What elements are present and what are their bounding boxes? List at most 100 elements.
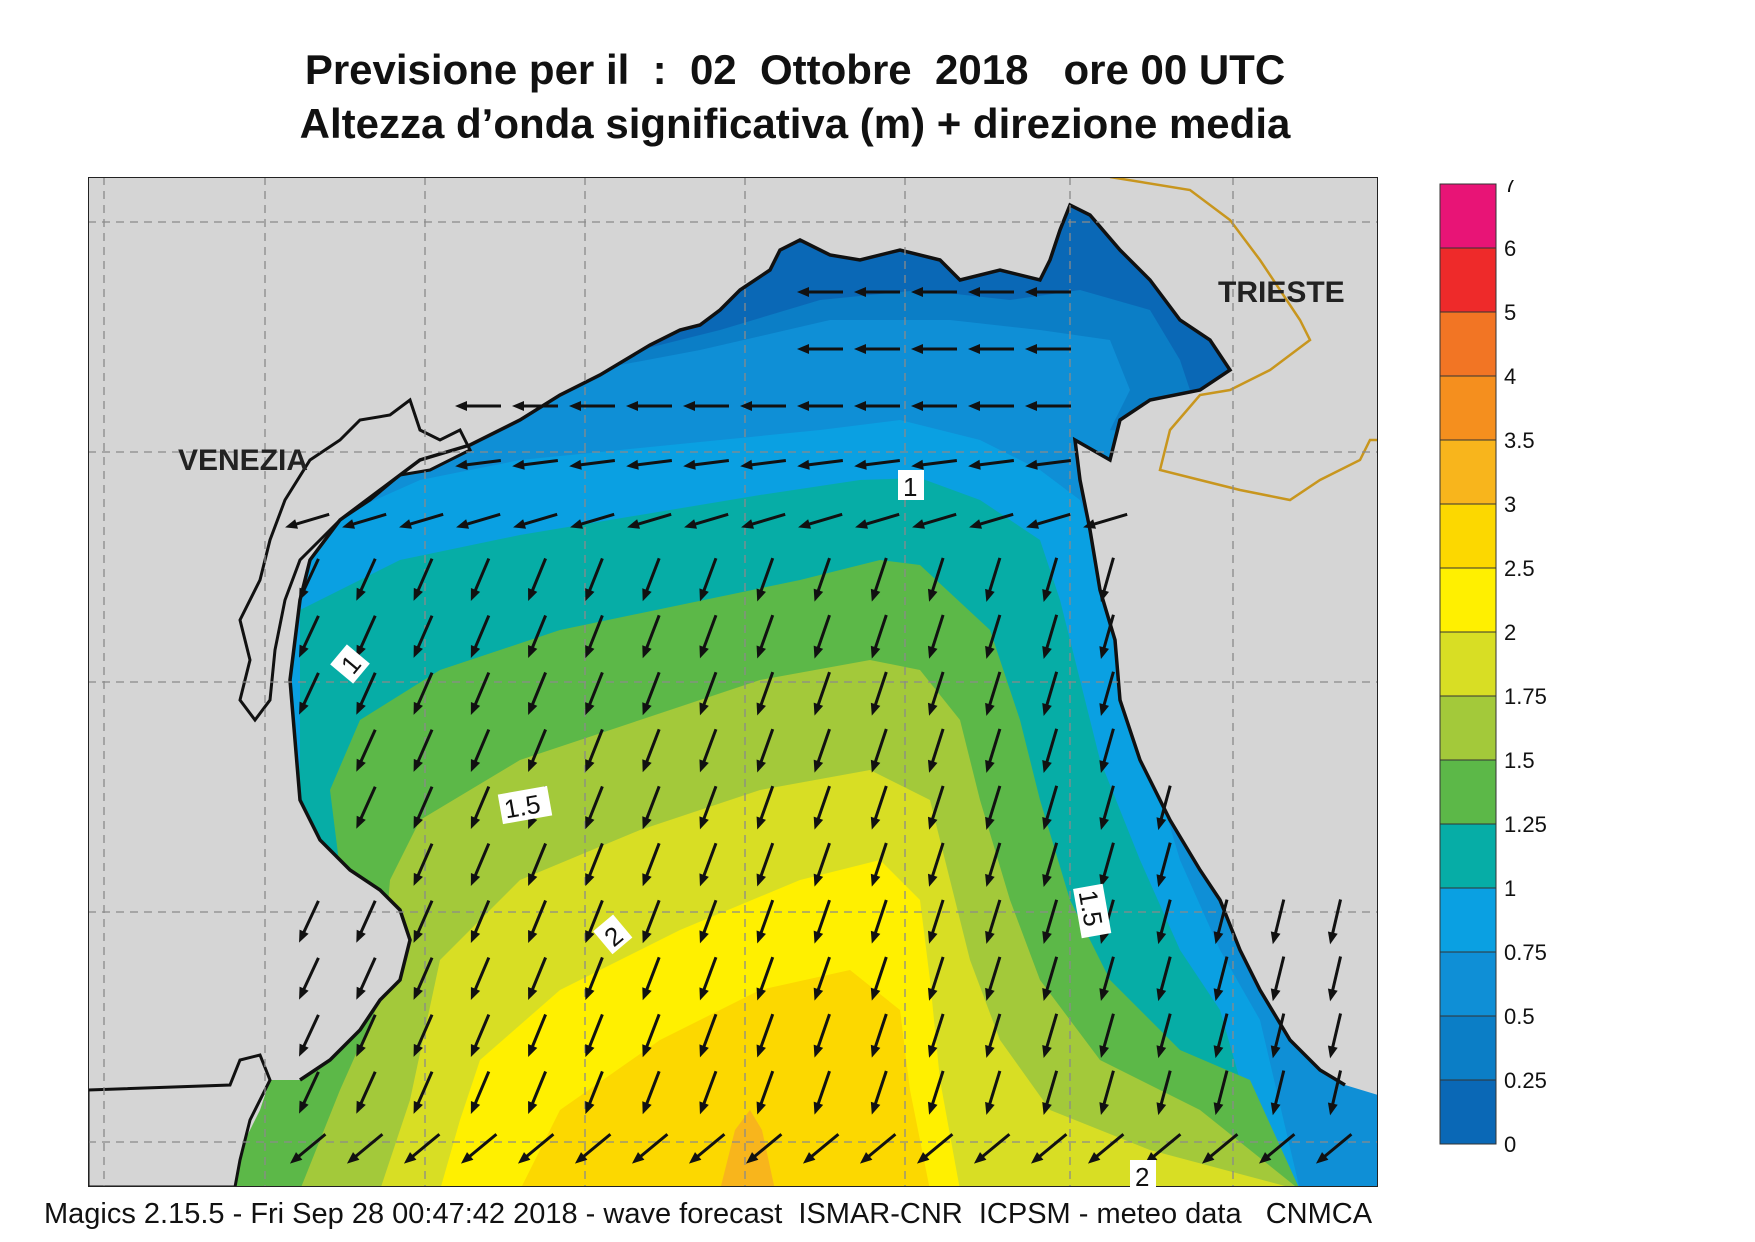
wave-arrow-head [1042,646,1052,659]
wave-arrow [643,956,661,996]
wave-arrow [1158,785,1172,825]
wave-arrow-head [927,1101,938,1115]
wave-arrow-head [813,645,824,659]
wave-arrow [757,671,775,711]
wave-arrow-head [1026,519,1040,529]
wave-arrow [1101,1070,1115,1110]
wave-arrow [757,899,775,939]
venice-lagoon [238,397,473,723]
wave-arrow-head [289,1152,303,1164]
wave-arrow [757,842,775,882]
wave-arrow-head [1327,1102,1338,1116]
wave-arrow-head [1327,988,1338,1002]
legend-swatch [1439,759,1497,825]
wave-arrow [414,957,434,995]
wave-arrow [1262,1133,1296,1161]
wave-arrow [529,1070,547,1110]
coastline [288,202,1346,1087]
wave-arrow [471,842,491,882]
wave-arrow [586,899,604,939]
wave-arrow [350,1133,384,1161]
wave-arrow-head [911,287,923,297]
wave-arrow-head [413,644,423,658]
wave-arrow [929,614,945,654]
wave-arrow-head [927,588,938,602]
wave-arrow [872,956,888,996]
wave-arrow [586,1070,604,1110]
legend-tick-label: 3.5 [1504,428,1535,453]
wave-arrow [643,785,661,825]
wave-arrow-head [985,930,995,944]
wave-arrow-head [470,587,481,601]
wave-arrow-head [470,872,481,886]
legend-swatch [1439,311,1497,377]
wave-arrow-head [642,759,652,773]
wave-arrow-head [585,873,595,887]
wave-arrow-head [1087,1152,1101,1164]
wave-arrow-head [1156,817,1167,831]
wave-arrow [986,728,1002,768]
legend-swatch [1439,567,1497,633]
wave-arrow-head [927,1044,938,1058]
wave-arrow [471,899,491,939]
wave-arrow [300,615,320,653]
legend-tick-label: 1.5 [1504,748,1535,773]
wave-arrow [586,728,604,768]
wave-arrow-head [985,816,995,830]
wave-arrow [1101,671,1115,711]
wave-arrow-head [528,645,538,659]
legend-swatch [1439,1079,1497,1145]
map-title: Previsione per il : 02 Ottobre 2018 ore … [304,46,1286,93]
wave-arrow [631,459,673,467]
wave-arrow-head [756,1101,766,1115]
wave-arrow-head [1099,589,1110,603]
wave-arrow-head [346,1152,360,1164]
wave-arrow [300,558,320,596]
wave-arrow-head [985,1101,995,1115]
wave-height-map: VENEZIA TRIESTE 1 1 1.5 1.5 2 2 [88,177,1378,1187]
wave-arrow-head [813,987,824,1001]
wave-arrow-head [911,401,923,411]
wave-arrow [414,672,434,710]
wave-arrow-head [756,816,766,830]
wave-arrow-head [528,759,538,773]
legend-swatch [1439,887,1497,953]
wave-arrow-head [1025,459,1038,470]
wave-arrow [986,1013,1002,1053]
wave-arrow [586,842,604,882]
wave-arrow [872,728,888,768]
wave-arrow-head [570,519,584,529]
wave-arrow-head [745,1152,759,1164]
wave-arrow [290,512,330,528]
wave-arrow [815,614,831,654]
wave-arrow [872,671,888,711]
legend-tick-label: 1.25 [1504,812,1547,837]
wave-arrow [1215,1070,1229,1110]
wave-arrow-head [528,816,538,830]
wave-arrow [1319,1133,1353,1161]
wave-arrow [757,728,775,768]
wave-arrow-head [528,873,538,887]
wave-arrow-head [1099,1102,1110,1116]
wave-arrow-head [813,1044,824,1058]
wave-arrow-head [299,701,309,715]
wave-arrow-head [631,1152,645,1164]
wave-arrow [461,512,501,528]
wave-arrow [1043,842,1059,882]
legend-tick-label: 0.75 [1504,940,1547,965]
wave-arrow-head [911,459,924,470]
legend-tick-label: 7 [1504,180,1516,197]
wave-arrow-head [985,702,995,716]
wave-arrow-head [470,701,481,715]
wave-arrow-head [470,815,481,829]
wave-arrow [586,956,604,996]
wave-arrow [1329,899,1343,939]
wave-arrow [586,785,604,825]
wave-arrow-head [356,1100,366,1114]
wave-arrow-head [626,459,639,470]
wave-arrow [860,512,900,528]
wave-arrow [872,842,888,882]
wave-arrow-head [460,1152,474,1164]
wave-arrow [529,899,547,939]
color-legend: 0 0.25 0.5 0.75 1 1.25 1.5 1.75 2 2.5 3 3.5 4 5 6 7 [1439,180,1547,1157]
